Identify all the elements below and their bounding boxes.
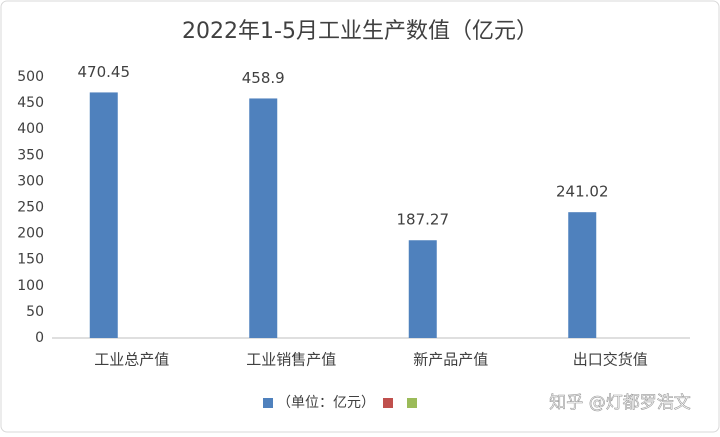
- bar: [89, 92, 118, 338]
- y-tick-label: 350: [17, 147, 44, 163]
- x-tick-label: 工业总产值: [94, 351, 169, 369]
- value-label: 458.9: [242, 69, 285, 87]
- y-tick-label: 200: [17, 226, 44, 242]
- y-tick-label: 450: [17, 95, 44, 111]
- legend-swatch: [263, 398, 273, 408]
- value-label: 187.27: [397, 211, 450, 229]
- bar: [568, 212, 597, 338]
- legend-label: （单位：亿元）: [277, 395, 375, 411]
- value-label: 241.02: [556, 183, 609, 201]
- y-tick-label: 150: [17, 252, 44, 268]
- bar: [249, 98, 278, 339]
- y-tick-label: 300: [17, 173, 44, 189]
- bar: [408, 240, 437, 338]
- legend-swatch: [407, 398, 417, 408]
- y-tick-label: 0: [35, 330, 44, 346]
- legend-swatch: [383, 398, 393, 408]
- y-tick-label: 100: [17, 278, 44, 294]
- y-tick-label: 400: [17, 121, 44, 137]
- chart-title: 2022年1-5月工业生产数值（亿元）: [182, 19, 538, 44]
- value-label: 470.45: [78, 63, 131, 81]
- watermark: 知乎 @灯都罗浩文: [549, 393, 690, 413]
- y-tick-label: 500: [17, 69, 44, 85]
- y-tick-label: 250: [17, 200, 44, 216]
- x-tick-label: 工业销售产值: [246, 351, 336, 369]
- x-tick-label: 出口交货值: [573, 351, 648, 369]
- x-tick-label: 新产品产值: [413, 351, 488, 369]
- y-tick-label: 50: [26, 304, 44, 320]
